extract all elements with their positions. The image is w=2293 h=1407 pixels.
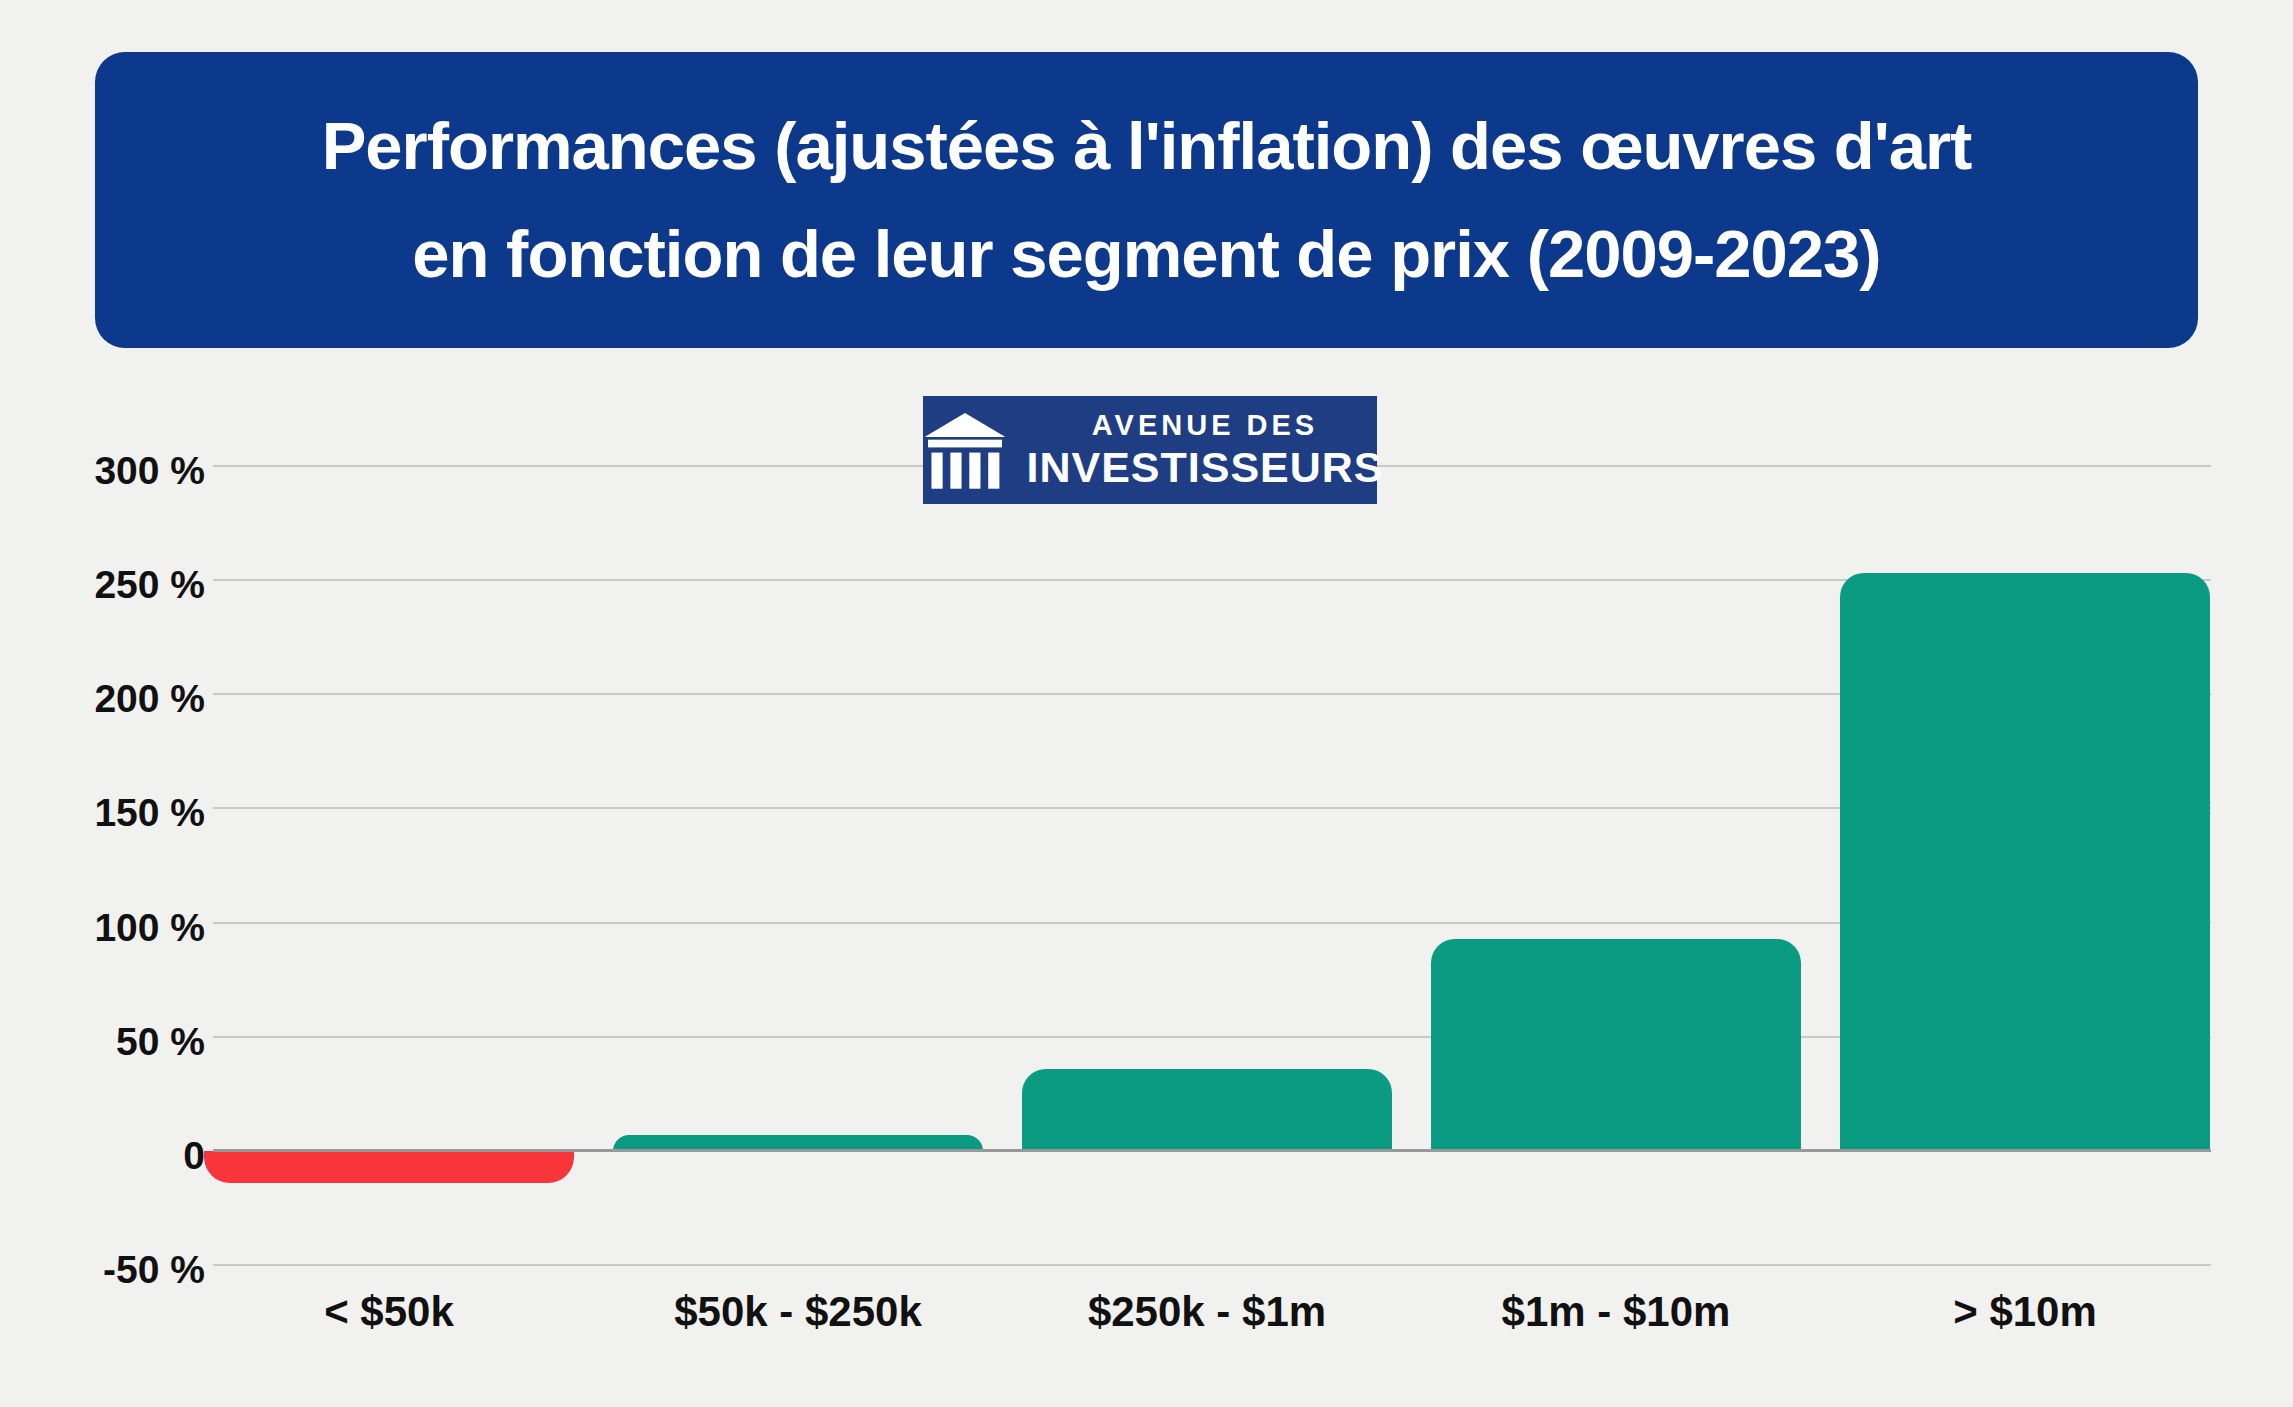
y-axis-tick-label: 150 % <box>5 791 205 835</box>
bar-10m <box>1840 573 2210 1151</box>
logo-text: AVENUE DES INVESTISSEURS <box>1026 411 1383 489</box>
gridline--50 <box>213 1264 2211 1266</box>
x-axis-tick-label: $1m - $10m <box>1406 1288 1826 1336</box>
y-axis-tick-label: 300 % <box>5 449 205 493</box>
logo-line2: INVESTISSEURS <box>1026 446 1383 489</box>
bar-250k-1m <box>1022 1069 1392 1151</box>
temple-columns-icon <box>922 411 1008 489</box>
x-axis-tick-label: < $50k <box>179 1288 599 1336</box>
zero-baseline <box>213 1149 2211 1152</box>
y-axis-tick-label: -50 % <box>5 1248 205 1292</box>
y-axis-tick-label: 50 % <box>5 1020 205 1064</box>
x-axis-tick-label: $250k - $1m <box>997 1288 1417 1336</box>
logo-line1: AVENUE DES <box>1092 411 1318 440</box>
bar-50k <box>204 1151 574 1183</box>
infographic-canvas: Performances (ajustées à l'inflation) de… <box>0 0 2293 1407</box>
bar-1m-10m <box>1431 939 1801 1151</box>
avenue-des-investisseurs-logo: AVENUE DES INVESTISSEURS <box>923 396 1377 504</box>
y-axis-tick-label: 100 % <box>5 906 205 950</box>
y-axis-tick-label: 0 <box>5 1134 205 1178</box>
y-axis-tick-label: 200 % <box>5 677 205 721</box>
x-axis-tick-label: $50k - $250k <box>588 1288 1008 1336</box>
bar-chart: 300 % 250 % 200 % 150 % 100 % 50 % 0 -50 %< $50… <box>0 0 2293 1407</box>
y-axis-tick-label: 250 % <box>5 563 205 607</box>
x-axis-tick-label: > $10m <box>1815 1288 2235 1336</box>
